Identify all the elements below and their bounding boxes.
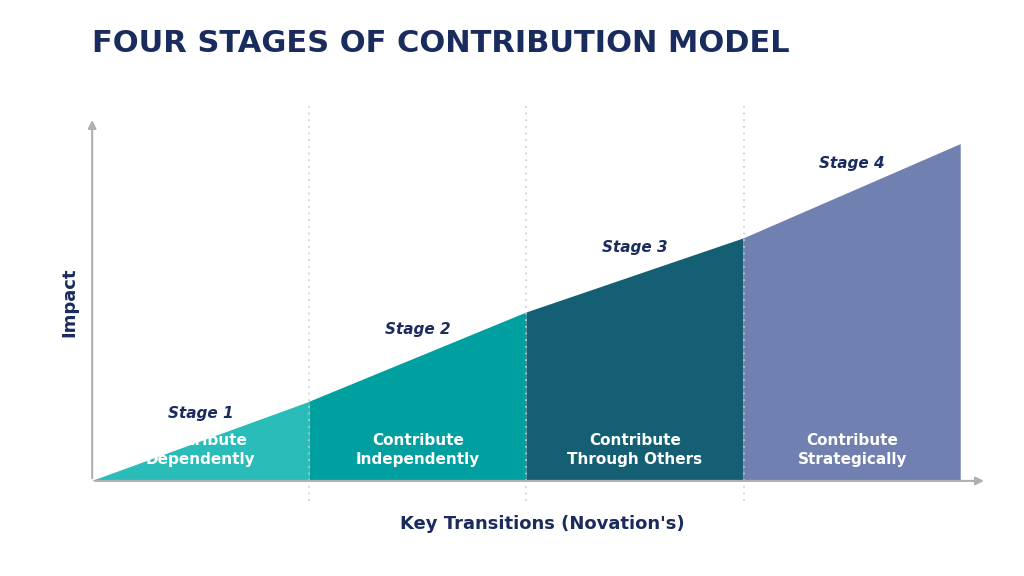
Y-axis label: Impact: Impact [60,268,78,337]
Polygon shape [92,402,309,481]
Polygon shape [743,144,961,481]
Text: Stage 4: Stage 4 [819,156,885,171]
X-axis label: Key Transitions (Novation's): Key Transitions (Novation's) [400,515,685,533]
Text: Stage 1: Stage 1 [168,406,233,421]
Text: Stage 2: Stage 2 [385,322,451,337]
Text: Stage 3: Stage 3 [602,240,668,255]
Text: Contribute
Independently: Contribute Independently [355,433,480,468]
Polygon shape [309,313,526,481]
Text: Contribute
Through Others: Contribute Through Others [567,433,702,468]
Text: Contribute
Strategically: Contribute Strategically [798,433,907,468]
Text: Contribute
Dependently: Contribute Dependently [145,433,256,468]
Text: FOUR STAGES OF CONTRIBUTION MODEL: FOUR STAGES OF CONTRIBUTION MODEL [92,29,790,58]
Polygon shape [526,238,743,481]
